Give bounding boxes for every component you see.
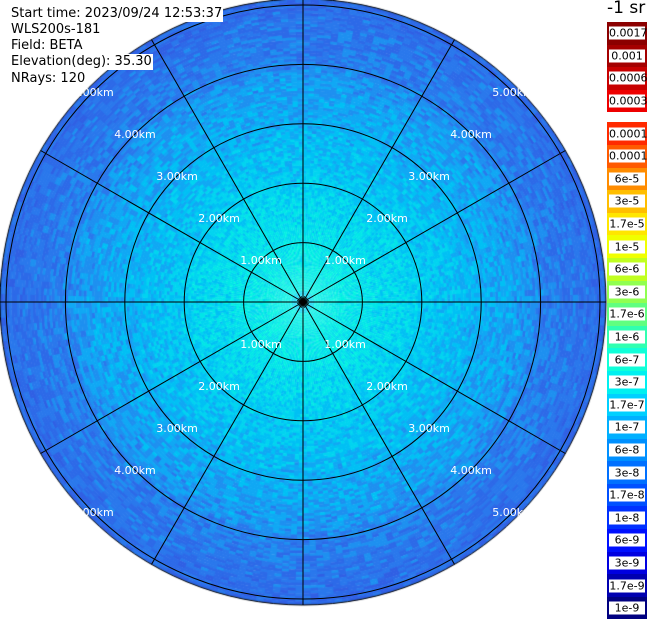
colorbar-segment: 1e-5 — [607, 235, 647, 258]
range-label: 2.00km — [198, 212, 240, 225]
range-label: 5.00km — [72, 506, 114, 519]
colorbar-segment: 1.7e-5 — [607, 212, 647, 236]
range-labels: 1.00km 1.00km 1.00km 1.00km 2.00km 2.00km 2.00… — [72, 86, 534, 519]
colorbar-segment: 1.7e-8 — [607, 483, 647, 507]
colorbar-tick-label: 0.0003 — [609, 94, 647, 108]
range-label: 3.00km — [156, 422, 198, 435]
colorbar-segment: 6e-6 — [607, 257, 647, 281]
colorbar-tick-label: 0.0006 — [609, 71, 647, 85]
colorbar-segment: 0.0001 — [607, 144, 647, 168]
azimuth-spoke — [40, 150, 304, 303]
colorbar-units: -1 sr — [607, 0, 646, 18]
colorbar-tick-label: 1.7e-9 — [609, 579, 645, 593]
colorbar-segment: 6e-5 — [607, 167, 647, 191]
range-label: 2.00km — [198, 380, 240, 393]
colorbar-tick-label: 3e-9 — [609, 556, 645, 570]
range-label: 5.00km — [72, 86, 114, 99]
azimuth-spoke — [302, 301, 566, 454]
colorbar-segment: 3e-6 — [607, 280, 647, 304]
colorbar-segment: 1.7e-7 — [607, 393, 647, 417]
azimuth-spokes — [0, 0, 606, 605]
colorbar-segment: 6e-8 — [607, 438, 647, 462]
colorbar-tick-label: 3e-6 — [609, 285, 645, 299]
colorbar-tick-label: 1.7e-6 — [609, 307, 645, 321]
elevation-text: Elevation(deg): 35.30 — [10, 54, 153, 70]
colorbar-segment: 3e-5 — [607, 190, 647, 213]
azimuth-spoke — [302, 150, 566, 303]
colorbar-tick-label: 6e-5 — [609, 172, 645, 186]
azimuth-spoke — [302, 39, 455, 303]
range-label: 4.00km — [450, 464, 492, 477]
colorbar-tick-label: 0.00017 — [609, 127, 647, 141]
instrument-text: WLS200s-181 — [10, 22, 102, 38]
colorbar-tick-label: 1e-6 — [609, 330, 645, 344]
azimuth-spoke — [302, 301, 455, 565]
center-marker — [301, 296, 304, 303]
range-label: 1.00km — [324, 338, 366, 351]
range-label: 3.00km — [408, 170, 450, 183]
colorbar-tick-label: 6e-7 — [609, 353, 645, 367]
range-label: 3.00km — [408, 422, 450, 435]
colorbar-segment: 3e-9 — [607, 551, 647, 575]
field-text: Field: BETA — [10, 38, 84, 54]
range-label: 5.00km — [492, 506, 534, 519]
azimuth-spoke — [151, 301, 304, 565]
azimuth-spoke — [151, 39, 304, 303]
colorbar-tick-label: 6e-9 — [609, 533, 645, 547]
colorbar-segment: 1.7e-9 — [607, 574, 647, 597]
colorbar-tick-label: 3e-8 — [609, 466, 645, 480]
colorbar-tick-label: 6e-6 — [609, 262, 645, 276]
colorbar-segment: 6e-7 — [607, 348, 647, 371]
colorbar-segment: 1.7e-6 — [607, 303, 647, 326]
colorbar-segment: 0.0003 — [607, 89, 647, 113]
colorbar-tick-label: 1.7e-5 — [609, 217, 645, 231]
colorbar-segment: 0.00017 — [607, 122, 647, 145]
range-label: 4.00km — [114, 128, 156, 141]
range-label: 2.00km — [366, 212, 408, 225]
colorbar: 0.0017 0.001 0.0006 0.0003 0.00017 0.0001 6e-5… — [607, 22, 647, 619]
range-label: 1.00km — [240, 254, 282, 267]
colorbar-segment: 3e-8 — [607, 461, 647, 484]
colorbar-tick-label: 1e-7 — [609, 420, 645, 434]
colorbar-tick-label: 1e-8 — [609, 511, 645, 525]
colorbar-tick-label: 1e-5 — [609, 240, 645, 254]
colorbar-segment: 6e-9 — [607, 529, 647, 552]
colorbar-tick-label: 1.7e-7 — [609, 398, 645, 412]
range-label: 4.00km — [450, 128, 492, 141]
colorbar-segment: 1e-6 — [607, 325, 647, 349]
colorbar-segment: 1e-9 — [607, 596, 647, 619]
colorbar-tick-label: 3e-5 — [609, 194, 645, 208]
colorbar-tick-label: 0.0017 — [609, 26, 647, 40]
colorbar-tick-label: 1e-9 — [609, 601, 645, 615]
colorbar-segment: 0.001 — [607, 44, 647, 68]
azimuth-spoke — [40, 301, 304, 454]
colorbar-segment: 1e-8 — [607, 506, 647, 530]
nrays-text: NRays: 120 — [10, 71, 87, 87]
range-label: 1.00km — [324, 254, 366, 267]
colorbar-segment: 1e-7 — [607, 416, 647, 439]
range-label: 5.00km — [492, 86, 534, 99]
colorbar-tick-label: 0.001 — [609, 49, 645, 63]
range-label: 2.00km — [366, 380, 408, 393]
colorbar-segment: 3e-7 — [607, 370, 647, 394]
range-label: 1.00km — [240, 338, 282, 351]
colorbar-segment: 0.0006 — [607, 67, 647, 90]
colorbar-gap — [607, 112, 647, 123]
range-label: 4.00km — [114, 464, 156, 477]
colorbar-tick-label: 0.0001 — [609, 149, 647, 163]
start-time-text: Start time: 2023/09/24 12:53:37 — [10, 6, 224, 22]
colorbar-tick-label: 6e-8 — [609, 443, 645, 457]
colorbar-tick-label: 3e-7 — [609, 375, 645, 389]
colorbar-segment: 0.0017 — [607, 22, 647, 45]
range-label: 3.00km — [156, 170, 198, 183]
colorbar-tick-label: 1.7e-8 — [609, 488, 645, 502]
